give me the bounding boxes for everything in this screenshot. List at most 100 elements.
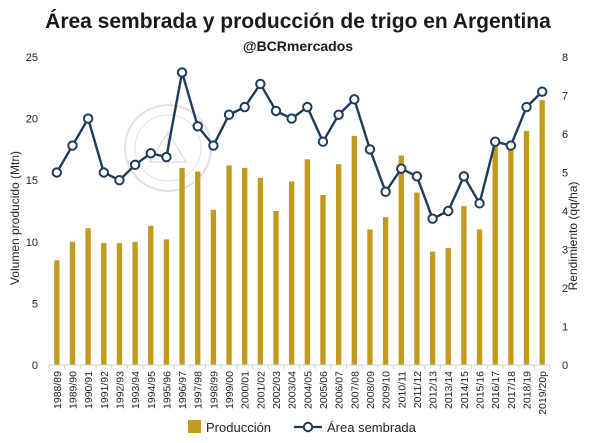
bar-2007/08 [351, 135, 357, 365]
bar-2016/17 [492, 138, 498, 365]
bar-2003/04 [289, 181, 295, 365]
y2-tick-label: 6 [562, 129, 568, 141]
x-tick-label: 1998/99 [208, 371, 220, 409]
x-tick-label: 2002/03 [271, 371, 283, 409]
bar-2011/12 [414, 192, 420, 365]
point-2004/05 [302, 101, 313, 113]
y2-tick-label: 4 [562, 206, 568, 218]
bar-2013/14 [445, 247, 451, 365]
x-tick-label: 2012/13 [428, 371, 440, 409]
point-1999/00 [223, 109, 235, 120]
bar-2012/13 [429, 251, 436, 365]
y-tick-label: 25 [26, 52, 38, 64]
y-tick-label: 15 [26, 175, 38, 187]
x-tick-label: 2014/15 [459, 371, 471, 409]
bar-2004/05 [304, 159, 310, 365]
bar-1990/91 [85, 228, 91, 365]
chart-subtitle: @BCRmercados [243, 38, 353, 54]
x-tick-label: 2016/17 [490, 371, 502, 409]
point-2019/20p [536, 86, 548, 97]
point-1988/89 [51, 167, 63, 178]
y2-tick-label: 2 [562, 283, 568, 295]
chart-title: Área sembrada y producción de trigo en A… [45, 10, 551, 33]
x-tick-label: 2009/10 [381, 371, 393, 409]
bar-2018/19 [523, 130, 530, 365]
y2-tick-label: 3 [562, 245, 568, 257]
axes [48, 364, 551, 369]
x-tick-labels: 1988/89 1989/90 1990/91 1991/92 1992/93 1993/… [52, 371, 549, 415]
x-tick-label: 2004/05 [302, 371, 314, 409]
legend-swatch-produccion [188, 420, 201, 433]
bar-2005/06 [320, 194, 326, 365]
bar-1992/93 [116, 243, 123, 365]
point-1993/94 [129, 159, 141, 171]
point-2014/15 [458, 171, 470, 182]
bar-1994/95 [148, 225, 154, 365]
legend: Producción Área sembrada [188, 420, 417, 435]
y2-tick-label: 7 [562, 91, 568, 103]
bar-1988/89 [54, 260, 60, 365]
x-tick-label: 2010/11 [396, 371, 408, 408]
bar-2015/16 [476, 229, 483, 365]
point-2018/19 [521, 101, 532, 113]
point-2003/04 [286, 113, 297, 124]
y2-tick-label: 0 [562, 360, 568, 372]
point-2008/09 [364, 144, 376, 155]
point-1989/90 [67, 140, 78, 151]
y-tick-label: 20 [26, 114, 38, 126]
y2-axis-label: Rendimiento (qq/ha) [566, 182, 580, 291]
point-1992/93 [114, 175, 125, 186]
x-tick-label: 2018/19 [522, 371, 534, 409]
x-tick-label: 1992/93 [114, 371, 126, 409]
x-tick-label: 2017/18 [506, 371, 518, 409]
point-1997/98 [192, 121, 203, 132]
x-tick-label: 2013/14 [443, 371, 455, 409]
y2-tick-label: 8 [562, 52, 568, 64]
legend-label-area-sembrada: Área sembrada [327, 420, 417, 435]
x-tick-label: 1990/91 [83, 371, 95, 409]
bar-2014/15 [461, 206, 467, 365]
point-2009/10 [380, 186, 391, 197]
bar-1995/96 [163, 239, 170, 365]
x-tick-label: 2015/16 [475, 371, 487, 409]
x-tick-label: 1994/95 [146, 371, 158, 409]
point-2010/11 [396, 163, 407, 174]
x-tick-label: 2000/01 [240, 371, 252, 409]
x-tick-label: 2011/12 [412, 371, 424, 408]
bar-2009/10 [382, 217, 389, 365]
bar-2006/07 [335, 164, 342, 365]
bar-1997/98 [195, 171, 201, 365]
point-2007/08 [349, 94, 360, 105]
bar-1996/97 [179, 167, 185, 365]
point-2002/03 [270, 105, 282, 117]
point-1998/99 [208, 140, 219, 151]
point-2011/12 [411, 171, 423, 182]
bar-2002/03 [273, 211, 279, 365]
bar-1999/00 [226, 165, 232, 365]
bar-2019/20p [539, 100, 545, 366]
point-1991/92 [98, 167, 109, 178]
y2-tick-labels: 0 1 2 3 4 5 6 7 8 [562, 52, 568, 372]
x-tick-label: 2008/09 [365, 371, 377, 409]
legend-marker-area-sembrada [302, 421, 314, 433]
x-tick-label: 1999/00 [224, 371, 236, 409]
x-tick-label: 2005/06 [318, 371, 330, 409]
bar-1993/94 [132, 241, 138, 365]
point-2016/17 [490, 136, 501, 147]
point-2017/18 [505, 140, 517, 151]
y-tick-label: 5 [32, 298, 38, 310]
x-tick-label: 2003/04 [287, 371, 299, 409]
point-2005/06 [317, 136, 329, 147]
line-area-sembrada [55, 71, 544, 220]
x-tick-label: 1995/96 [161, 371, 173, 409]
y2-tick-label: 5 [562, 168, 568, 180]
x-tick-label: 1997/98 [193, 371, 205, 409]
y-tick-label: 10 [26, 237, 38, 249]
x-tick-label: 2001/02 [255, 371, 267, 409]
y2-tick-label: 1 [562, 322, 568, 334]
legend-label-produccion: Producción [206, 420, 271, 435]
bar-2008/09 [367, 229, 373, 365]
x-tick-label: 1988/89 [52, 371, 64, 409]
point-2012/13 [427, 213, 438, 224]
x-tick-label: 1993/94 [130, 371, 142, 409]
